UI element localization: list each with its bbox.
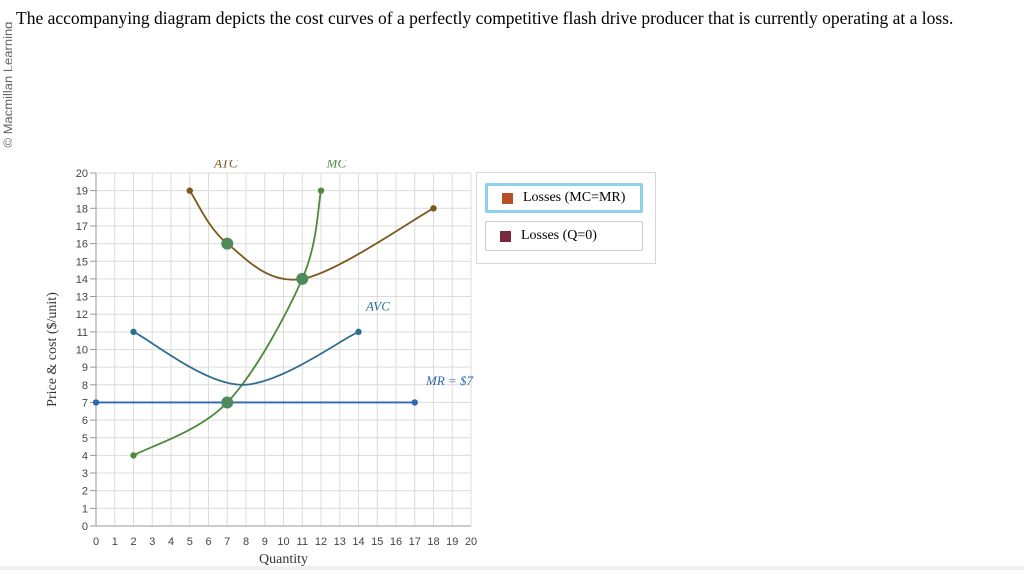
x-tick-label: 4 [168,536,174,548]
avc-endpoint [130,328,137,336]
atc-label: ATC [213,160,238,171]
mc-label: MC [326,160,347,171]
y-tick-label: 5 [82,433,88,445]
watermark: © Macmillan Learning [0,0,13,150]
curve-labels: ATC MC AVC MR = $7 [213,156,474,388]
key-point [221,396,234,409]
atc-endpoint [186,187,193,194]
x-tick-label: 2 [130,536,136,548]
losses-mc-mr-swatch [502,192,513,204]
x-tick-label: 6 [205,536,211,548]
mr-7-endpoint [411,399,418,406]
y-tick-label: 6 [82,415,88,427]
y-tick-label: 7 [82,397,88,409]
y-tick-label: 10 [76,345,88,357]
mr-7-label: MR = $7 [425,373,474,388]
chart: 0 1 2 3 4 5 6 7 8 9 10 11 12 13 14 15 16 17 18 19 20 0 1 2 3 4 5 6 7… [30,156,660,570]
losses-q0-swatch [500,230,511,242]
key-point [221,237,234,250]
legend-label: Losses (MC=MR) [523,190,626,205]
x-tick-label: 9 [262,536,268,548]
mc-curve [133,190,322,457]
y-tick-label: 12 [76,309,88,321]
x-tick-label: 0 [93,536,99,548]
bottom-bar [0,566,1024,570]
legend-label: Losses (Q=0) [521,228,597,243]
y-tick-label: 0 [82,521,88,533]
y-tick-label: 19 [76,186,88,198]
x-tick-label: 11 [297,536,308,548]
x-tick-label: 3 [149,536,155,548]
x-tick-label: 10 [277,536,289,548]
watermark-text: © Macmillan Learning [0,21,13,148]
mc-endpoint [130,452,137,459]
x-tick-label: 15 [371,536,383,548]
avc-label: AVC [365,299,390,314]
axes: 0 1 2 3 4 5 6 7 8 9 10 11 12 13 14 15 16 17 18 19 2001234567… [45,168,477,567]
y-tick-label: 15 [76,256,88,268]
curves [92,187,437,459]
x-axis-title: Quantity [259,552,308,567]
y-tick-label: 17 [76,221,88,233]
atc-curve [189,190,434,281]
legend-panel: Losses (MC=MR) Losses (Q=0) [476,172,656,264]
mr-7-endpoint [92,399,100,406]
y-tick-label: 18 [76,203,88,215]
x-tick-label: 7 [224,536,230,548]
avc-curve [133,331,359,386]
y-tick-label: 13 [76,292,88,304]
atc-endpoint [430,205,437,212]
x-tick-label: 1 [112,536,118,548]
y-tick-label: 11 [77,327,88,339]
y-axis-title: Price & cost ($/unit) [45,292,60,407]
x-tick-label: 8 [243,536,249,548]
y-tick-label: 2 [82,486,88,498]
avc-endpoint [355,328,362,336]
x-tick-label: 18 [427,536,439,548]
x-tick-label: 12 [315,536,327,548]
x-tick-label: 19 [446,536,458,548]
grid [95,172,472,527]
y-tick-label: 14 [76,274,88,286]
x-tick-label: 20 [465,536,477,548]
x-tick-label: 17 [409,536,421,548]
key-point [296,272,309,285]
chart-svg: 0 1 2 3 4 5 6 7 8 9 10 11 12 13 14 15 16 17 18 19 2001234567… [45,156,477,567]
mc-endpoint [317,187,325,194]
y-tick-label: 1 [82,503,88,515]
y-tick-label: 9 [82,362,88,374]
y-tick-label: 20 [76,168,88,180]
y-tick-label: 8 [82,380,88,392]
x-tick-label: 16 [390,536,402,548]
y-tick-label: 4 [82,450,88,462]
x-tick-label: 14 [352,536,364,548]
legend-item-losses-q0[interactable]: Losses (Q=0) [485,221,643,251]
y-tick-label: 16 [76,239,88,251]
y-tick-label: 3 [82,468,88,480]
x-tick-label: 5 [187,536,193,548]
question-text: The accompanying diagram depicts the cos… [16,8,954,28]
x-tick-label: 13 [334,536,346,548]
legend-item-losses-mc-mr[interactable]: Losses (MC=MR) [485,183,643,213]
